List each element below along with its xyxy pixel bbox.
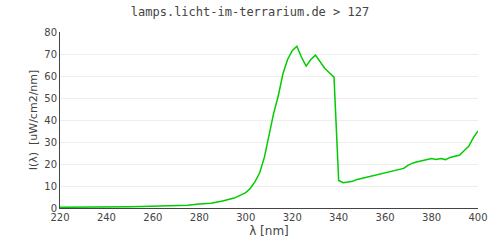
- svg-text:0: 0: [51, 203, 57, 214]
- svg-text:60: 60: [44, 71, 57, 82]
- svg-text:240: 240: [97, 212, 116, 223]
- svg-text:360: 360: [376, 212, 395, 223]
- svg-text:I(λ) [uW/cm2/nm]: I(λ) [uW/cm2/nm]: [27, 70, 40, 171]
- svg-text:30: 30: [44, 137, 57, 148]
- svg-text:40: 40: [44, 115, 57, 126]
- svg-text:380: 380: [422, 212, 441, 223]
- svg-text:50: 50: [44, 93, 57, 104]
- svg-text:260: 260: [143, 212, 162, 223]
- svg-text:lamps.licht-im-terrarium.de >: lamps.licht-im-terrarium.de > 127: [131, 5, 369, 19]
- svg-text:220: 220: [50, 212, 69, 223]
- svg-text:400: 400: [468, 212, 487, 223]
- svg-text:λ [nm]: λ [nm]: [249, 224, 289, 238]
- svg-text:340: 340: [329, 212, 348, 223]
- svg-text:300: 300: [236, 212, 255, 223]
- svg-text:280: 280: [190, 212, 209, 223]
- svg-text:320: 320: [283, 212, 302, 223]
- svg-text:20: 20: [44, 159, 57, 170]
- svg-text:80: 80: [44, 27, 57, 38]
- svg-text:70: 70: [44, 49, 57, 60]
- svg-text:10: 10: [44, 181, 57, 192]
